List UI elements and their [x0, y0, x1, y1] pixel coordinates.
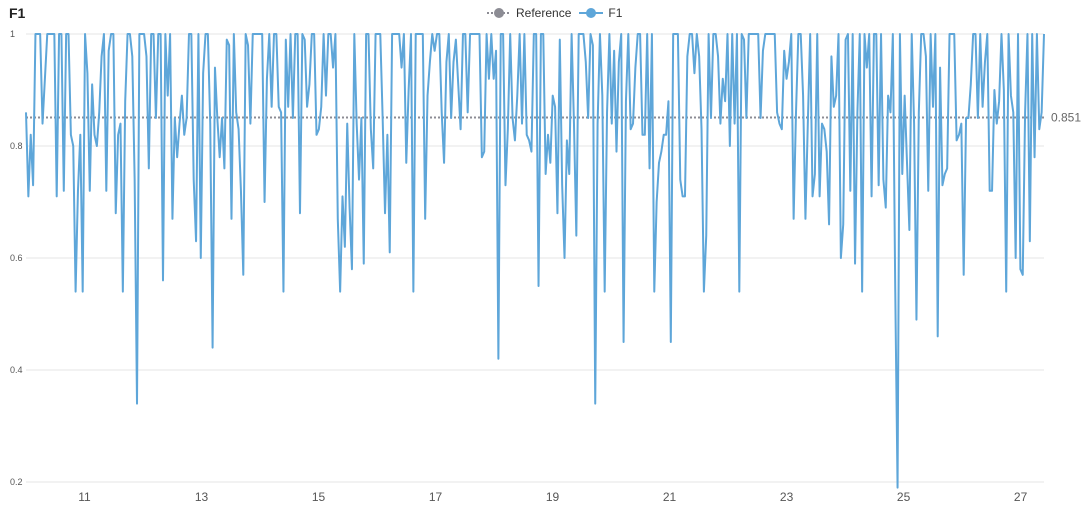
reference-value-label: 0.851 — [1051, 110, 1081, 124]
y-tick-label: 1 — [10, 29, 15, 39]
x-tick-label: 23 — [780, 490, 794, 504]
x-tick-label: 13 — [195, 490, 209, 504]
y-axis-tick-labels: 0.2 0.4 0.6 0.8 1 — [10, 29, 23, 487]
y-tick-label: 0.2 — [10, 477, 23, 487]
legend-reference-label: Reference — [516, 6, 572, 20]
legend-reference-swatch — [487, 8, 511, 18]
chart-title: F1 — [9, 5, 26, 21]
x-tick-label: 27 — [1014, 490, 1028, 504]
x-tick-label: 19 — [546, 490, 560, 504]
x-axis-tick-labels: 11 13 15 17 19 21 23 25 27 — [78, 490, 1027, 504]
legend-f1-label: F1 — [608, 6, 623, 20]
x-tick-label: 11 — [78, 490, 91, 504]
y-tick-label: 0.8 — [10, 141, 23, 151]
x-tick-label: 25 — [897, 490, 911, 504]
x-tick-label: 17 — [429, 490, 443, 504]
legend-item-reference[interactable]: Reference — [487, 6, 571, 20]
y-tick-label: 0.4 — [10, 365, 23, 375]
series-points-f1 — [25, 33, 1045, 489]
series-line-f1 — [25, 33, 1045, 489]
legend-item-f1[interactable]: F1 — [579, 6, 622, 20]
x-tick-label: 15 — [312, 490, 326, 504]
legend: Reference F1 — [487, 5, 630, 21]
y-tick-label: 0.6 — [10, 253, 23, 263]
legend-f1-swatch — [579, 8, 604, 18]
x-tick-label: 21 — [663, 490, 677, 504]
